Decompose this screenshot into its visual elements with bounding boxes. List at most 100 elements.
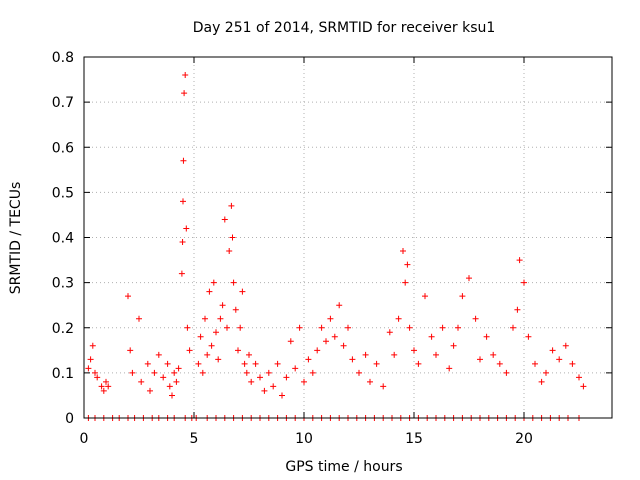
- data-point: [386, 329, 393, 336]
- data-point: [391, 351, 398, 358]
- data-point: [395, 315, 402, 322]
- data-point: [415, 360, 422, 367]
- data-point: [252, 360, 259, 367]
- data-point: [147, 387, 153, 394]
- y-tick-label: 0.6: [52, 140, 74, 156]
- data-point: [477, 356, 483, 363]
- data-point: [89, 342, 96, 349]
- data-point: [516, 257, 523, 264]
- data-point: [446, 365, 453, 372]
- y-tick-label: 0.3: [52, 276, 74, 292]
- grid: [84, 57, 612, 418]
- data-point: [186, 347, 193, 354]
- data-point: [327, 315, 334, 322]
- data-point: [532, 360, 538, 367]
- data-point: [215, 356, 222, 363]
- y-tick-label: 0: [65, 411, 74, 427]
- data-point: [433, 351, 439, 358]
- data-point: [380, 383, 387, 390]
- data-point: [296, 324, 303, 331]
- data-point: [257, 374, 263, 381]
- data-point: [314, 347, 321, 354]
- data-point: [331, 333, 338, 340]
- data-point: [237, 324, 244, 331]
- data-point: [160, 374, 167, 381]
- data-point: [455, 324, 461, 331]
- data-point: [85, 365, 92, 372]
- data-point: [246, 351, 252, 358]
- data-point: [521, 279, 527, 286]
- data-point: [549, 347, 556, 354]
- data-point: [169, 392, 175, 399]
- data-point: [184, 324, 191, 331]
- y-tick-label: 0.1: [52, 366, 74, 382]
- data-point: [402, 279, 409, 286]
- data-point: [514, 306, 521, 313]
- data-point: [105, 383, 112, 390]
- data-point: [362, 351, 369, 358]
- data-point: [287, 338, 294, 345]
- x-tick-label: 0: [80, 431, 89, 447]
- data-point: [373, 360, 380, 367]
- data-point: [136, 315, 142, 322]
- data-point: [356, 369, 362, 376]
- data-point: [195, 360, 202, 367]
- y-tick-label: 0.2: [52, 321, 74, 337]
- data-point: [197, 333, 204, 340]
- data-point: [496, 360, 503, 367]
- data-point: [226, 248, 233, 255]
- data-point: [562, 342, 569, 349]
- data-point: [301, 378, 307, 385]
- data-point: [543, 369, 549, 376]
- data-point: [183, 225, 190, 232]
- data-point: [94, 374, 101, 381]
- data-point: [279, 392, 285, 399]
- data-point: [125, 293, 131, 300]
- y-tick-label: 0.4: [52, 231, 74, 247]
- data-point: [400, 248, 406, 255]
- data-point: [127, 347, 134, 354]
- data-point: [411, 347, 417, 354]
- data-point: [569, 360, 576, 367]
- data-point: [239, 288, 246, 295]
- data-point: [305, 356, 312, 363]
- data-point: [439, 324, 446, 331]
- data-point: [230, 279, 237, 286]
- data-point: [235, 347, 241, 354]
- data-point: [166, 383, 173, 390]
- data-point: [208, 342, 215, 349]
- data-point: [164, 360, 171, 367]
- data-point: [490, 351, 497, 358]
- x-tick-label: 10: [295, 431, 313, 447]
- data-point: [340, 342, 347, 349]
- chart-title: Day 251 of 2014, SRMTID for receiver ksu…: [193, 20, 496, 36]
- data-point: [556, 356, 563, 363]
- data-point: [576, 374, 582, 381]
- data-point: [179, 239, 186, 246]
- y-tick-label: 0.5: [52, 185, 74, 201]
- data-point: [129, 369, 136, 376]
- data-point: [92, 369, 98, 376]
- data-point: [349, 356, 356, 363]
- y-axis-label: SRMTID / TECUs: [8, 182, 24, 295]
- data-point: [98, 383, 105, 390]
- data-point: [103, 378, 109, 385]
- data-point: [483, 333, 490, 340]
- data-point: [221, 216, 228, 223]
- data-point: [422, 293, 428, 300]
- data-point: [204, 351, 211, 358]
- data-point: [180, 198, 186, 205]
- data-point: [270, 383, 277, 390]
- data-point: [525, 333, 532, 340]
- data-point: [323, 338, 329, 345]
- data-point: [138, 378, 145, 385]
- data-point: [171, 369, 178, 376]
- data-point: [100, 387, 107, 394]
- data-point: [241, 360, 248, 367]
- data-point: [202, 315, 208, 322]
- data-point: [243, 369, 250, 376]
- data-point: [228, 202, 235, 209]
- data-point: [428, 333, 435, 340]
- data-point: [345, 324, 351, 331]
